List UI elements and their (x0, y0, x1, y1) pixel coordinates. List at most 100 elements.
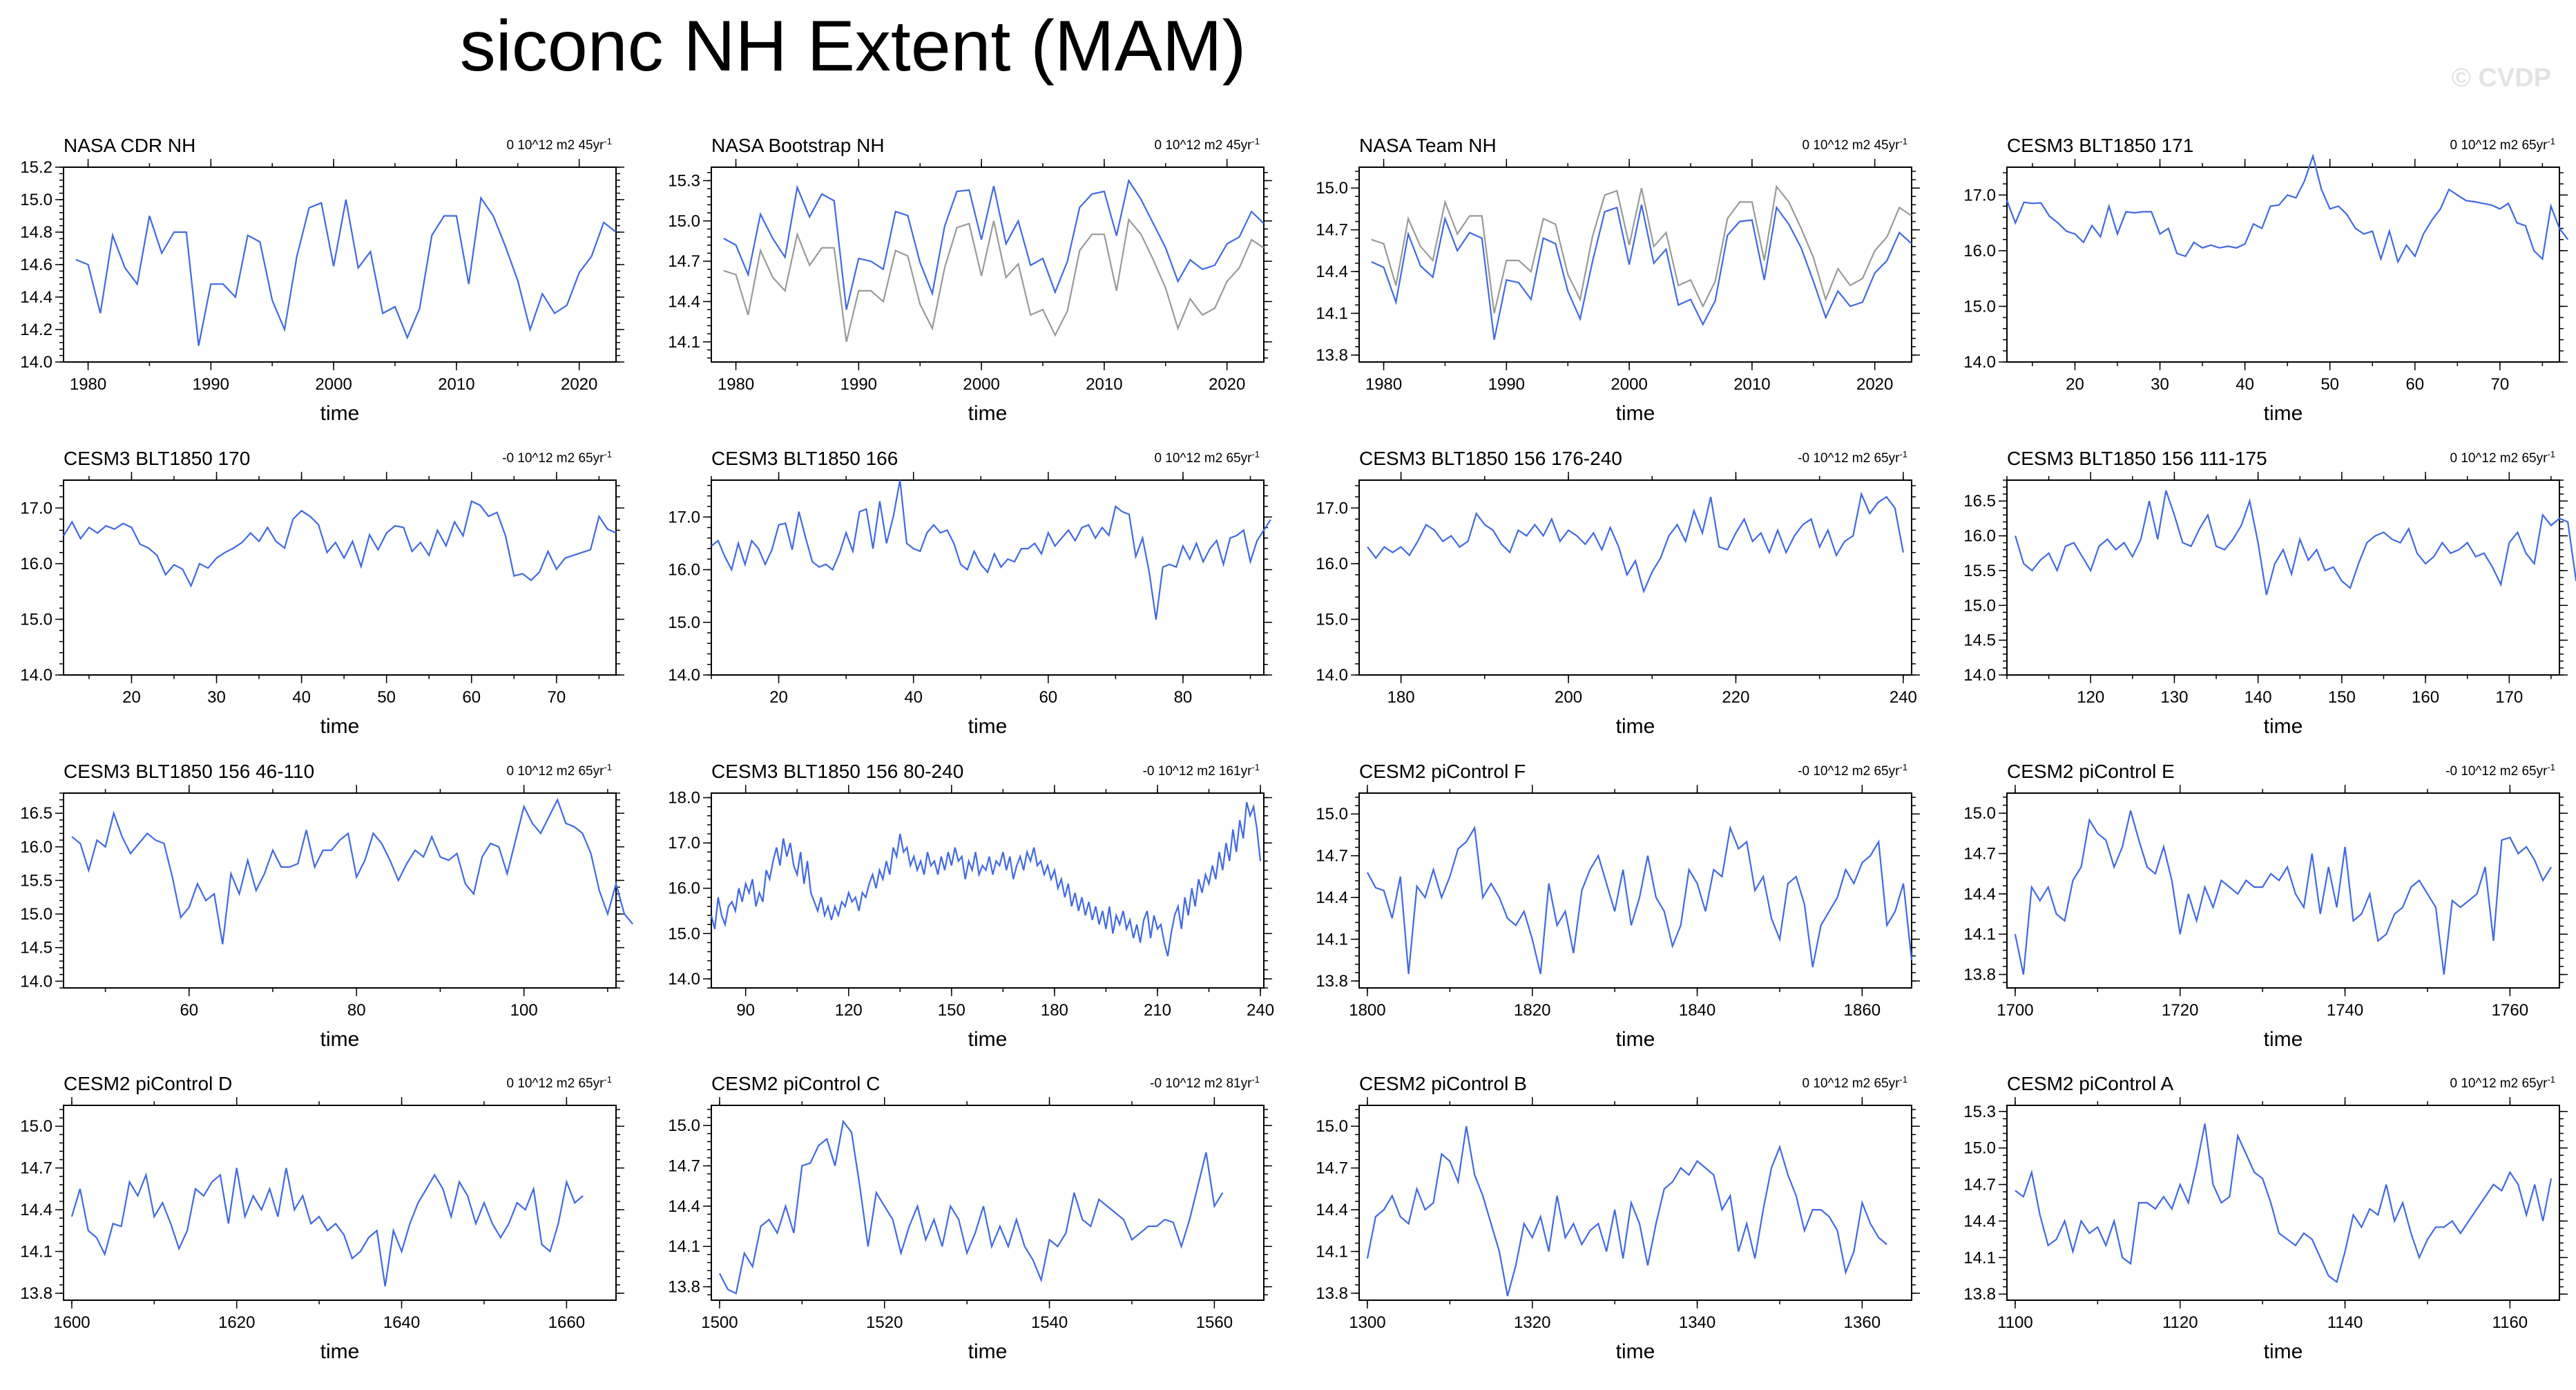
x-tick-label: 240 (1247, 1001, 1274, 1020)
chart-panel: CESM2 piControl D 0 10^12 m2 65yr-1 13.8 14… (20, 1073, 624, 1363)
x-axis-label: time (1616, 715, 1655, 738)
y-tick-label: 15.5 (20, 871, 52, 890)
x-tick-label: 20 (2066, 375, 2084, 394)
plot-frame (1358, 1105, 1912, 1301)
panel-title: CESM3 BLT1850 171 (2007, 135, 2193, 156)
series-line (70, 1168, 584, 1287)
series-line (718, 1119, 1224, 1295)
trend-label: 0 10^12 m2 45yr-1 (1154, 136, 1260, 153)
series-line (1366, 1126, 1887, 1297)
plot-frame (1358, 479, 1912, 676)
y-tick-label: 15.0 (668, 613, 700, 632)
panel-title: CESM2 piControl F (1359, 761, 1526, 782)
plot-frame (1358, 166, 1912, 363)
x-tick-label: 150 (938, 1001, 965, 1020)
y-tick-label: 14.4 (1316, 263, 1348, 281)
plot-frame (63, 792, 617, 989)
trend-label: 0 10^12 m2 65yr-1 (2450, 136, 2555, 153)
x-tick-label: 2000 (315, 375, 352, 394)
x-tick-label: 1740 (2327, 1001, 2363, 1020)
x-axis-label: time (968, 715, 1008, 738)
x-axis-label: time (2264, 715, 2303, 738)
y-tick-label: 14.7 (668, 1157, 700, 1176)
trend-label: -0 10^12 m2 65yr-1 (502, 449, 612, 466)
x-axis-label: time (320, 1340, 360, 1363)
y-tick-label: 13.8 (1316, 1284, 1348, 1303)
x-tick-label: 1660 (548, 1313, 585, 1332)
x-tick-label: 1990 (840, 375, 877, 394)
y-tick-label: 15.0 (20, 191, 52, 209)
chart-panel: NASA Team NH 0 10^12 m2 45yr-1 13.8 14.1 14.… (1316, 135, 1920, 425)
y-tick-label: 14.0 (668, 970, 700, 989)
trend-label: -0 10^12 m2 161yr-1 (1143, 762, 1260, 779)
y-tick-label: 14.0 (20, 972, 52, 991)
series-line (2015, 1123, 2553, 1284)
x-tick-label: 2020 (1856, 375, 1893, 394)
x-tick-label: 170 (2495, 688, 2523, 707)
trend-label: 0 10^12 m2 65yr-1 (506, 762, 612, 779)
plot-frame (63, 166, 617, 363)
y-tick-label: 17.0 (20, 499, 52, 517)
x-tick-label: 30 (2151, 375, 2169, 394)
panel-title: CESM3 BLT1850 156 80-240 (711, 761, 963, 782)
x-tick-label: 1720 (2162, 1001, 2198, 1020)
x-tick-label: 60 (180, 1001, 198, 1020)
y-tick-label: 14.7 (1316, 1159, 1348, 1178)
series-line (1371, 204, 1912, 341)
y-tick-label: 14.0 (1316, 666, 1348, 685)
x-axis-label: time (968, 1340, 1008, 1363)
y-tick-label: 14.4 (1316, 888, 1348, 907)
trend-label: -0 10^12 m2 65yr-1 (1798, 449, 1907, 466)
x-tick-label: 50 (2320, 375, 2339, 394)
y-tick-label: 14.7 (1316, 847, 1348, 866)
x-axis-label: time (320, 1028, 360, 1051)
plot-frame (711, 479, 1265, 676)
x-tick-label: 1320 (1514, 1313, 1550, 1332)
x-tick-label: 1860 (1844, 1001, 1881, 1020)
y-tick-label: 13.8 (20, 1284, 52, 1303)
x-tick-label: 240 (1890, 688, 1917, 707)
series-line (711, 479, 1271, 620)
y-tick-label: 14.0 (1963, 666, 1996, 685)
x-tick-label: 90 (736, 1001, 755, 1020)
x-axis-label: time (1616, 1340, 1655, 1363)
panel-title: NASA Bootstrap NH (711, 135, 885, 156)
y-tick-label: 14.5 (20, 939, 52, 958)
y-tick-label: 15.3 (1963, 1103, 1996, 1121)
panel-title: CESM2 piControl C (711, 1073, 880, 1094)
y-tick-label: 14.7 (1963, 1176, 1996, 1194)
y-tick-label: 18.0 (668, 789, 700, 808)
x-tick-label: 1800 (1349, 1001, 1385, 1020)
chart-panel: CESM3 BLT1850 156 80-240 -0 10^12 m2 161y… (668, 761, 1274, 1051)
y-tick-label: 16.0 (668, 561, 700, 580)
plot-frame (63, 1105, 617, 1301)
y-tick-label: 14.1 (1963, 1248, 1996, 1267)
y-tick-label: 14.5 (1963, 631, 1996, 650)
x-tick-label: 180 (1387, 688, 1415, 707)
y-tick-label: 14.1 (1316, 1243, 1348, 1262)
y-tick-label: 14.1 (20, 1243, 52, 1262)
panel-title: NASA Team NH (1359, 135, 1497, 156)
y-tick-label: 13.8 (668, 1278, 700, 1297)
trend-label: 0 10^12 m2 45yr-1 (1802, 136, 1907, 153)
x-tick-label: 80 (347, 1001, 366, 1020)
x-tick-label: 210 (1144, 1001, 1171, 1020)
x-tick-label: 1600 (53, 1313, 90, 1332)
y-tick-label: 15.0 (20, 610, 52, 629)
y-tick-label: 15.2 (20, 158, 52, 177)
series-line (710, 801, 1262, 957)
x-tick-label: 220 (1722, 688, 1749, 707)
y-tick-label: 14.0 (20, 353, 52, 372)
series-line (71, 797, 634, 944)
chart-panel: CESM3 BLT1850 156 176-240 -0 10^12 m2 65y… (1316, 448, 1920, 738)
x-tick-label: 20 (122, 688, 141, 707)
series-line (75, 196, 617, 346)
series-line (1367, 491, 1904, 594)
y-tick-label: 14.8 (20, 223, 52, 242)
y-tick-label: 15.0 (20, 1117, 52, 1136)
panel-title: CESM3 BLT1850 156 111-175 (2007, 448, 2267, 469)
x-tick-label: 2010 (438, 375, 474, 394)
x-tick-label: 1500 (701, 1313, 738, 1332)
y-tick-label: 15.0 (1963, 1139, 1996, 1158)
x-tick-label: 1840 (1679, 1001, 1715, 1020)
